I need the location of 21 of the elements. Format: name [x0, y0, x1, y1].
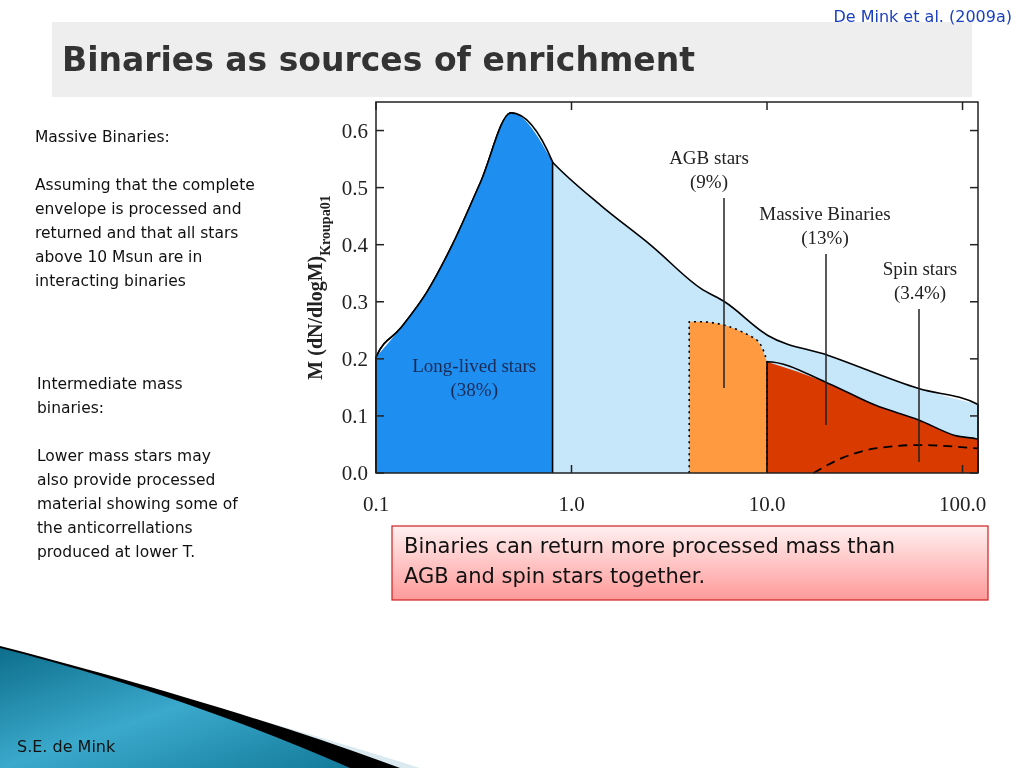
x-tick-label: 100.0 [938, 492, 987, 516]
y-tick-label: 0.5 [341, 175, 368, 200]
text: Binaries can return more processed mass than AGB and spin stars together. [404, 534, 896, 588]
annotation: Spin stars (3.4%) [882, 258, 958, 304]
y-tick-label: 0.2 [341, 346, 368, 371]
x-tick-label: 10.0 [748, 492, 786, 516]
x-tick-label: 0.1 [362, 492, 390, 516]
text: Intermediate mass binaries: Lower mass stars may also provide processed material showing some of the anticorrellations produced at lower T. [37, 375, 238, 561]
y-tick-label: 0.1 [341, 403, 368, 428]
chart-title: Binaries as sources of enrichment [62, 40, 696, 79]
text: Massive Binaries: Assuming that the complete envelope is processed and returned and that all stars above 10 Msun are in interacting binaries [35, 128, 255, 290]
annotation: Massive Binaries (13%) [759, 203, 891, 249]
y-tick-label: 0.3 [341, 289, 368, 314]
annotation: AGB stars (9%) [669, 147, 749, 193]
series-label: Long-lived stars (38%) [412, 355, 537, 402]
text: S.E. de Mink [17, 737, 116, 756]
text: De Mink et al. (2009a) [833, 7, 1012, 26]
y-tick-label: 0.0 [341, 461, 368, 485]
y-tick-label: 0.4 [341, 232, 369, 257]
x-tick-label: 1.0 [558, 492, 585, 516]
y-tick-label: 0.6 [341, 118, 368, 143]
